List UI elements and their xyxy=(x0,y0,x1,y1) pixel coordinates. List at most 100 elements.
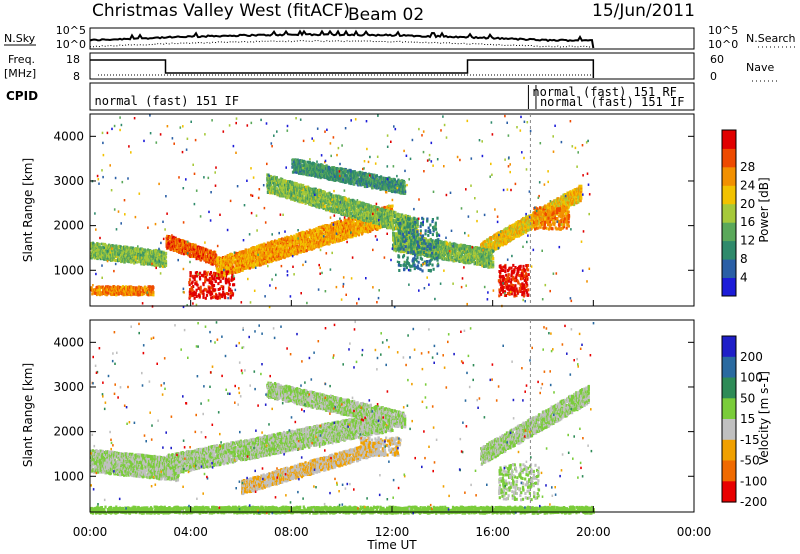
heatmap-cell xyxy=(261,258,264,262)
heatmap-cell xyxy=(130,291,133,294)
heatmap-cell xyxy=(97,242,100,246)
heatmap-cell xyxy=(230,260,233,264)
heatmap-cell xyxy=(154,258,157,262)
heatmap-cell xyxy=(241,252,244,255)
heatmap-cell xyxy=(131,288,134,292)
heatmap-cell xyxy=(250,247,253,251)
heatmap-cell xyxy=(151,249,154,253)
heatmap-cell xyxy=(244,260,247,264)
heatmap-cell xyxy=(173,246,177,250)
heatmap-cell xyxy=(176,242,179,246)
heatmap-cell xyxy=(170,243,173,247)
heatmap-cell xyxy=(230,268,233,272)
heatmap-cell xyxy=(196,251,199,255)
heatmap-cell xyxy=(232,265,235,269)
heatmap-cell xyxy=(121,257,124,261)
noise-left-tick-high: 10^5 xyxy=(56,24,86,37)
heatmap-cell xyxy=(261,260,264,264)
heatmap-cell xyxy=(102,250,105,254)
heatmap-cell xyxy=(223,273,226,277)
heatmap-cell xyxy=(90,288,93,292)
heatmap-cell xyxy=(147,250,150,254)
heatmap-cell xyxy=(234,270,237,274)
heatmap-cell xyxy=(252,248,255,252)
heatmap-cell xyxy=(197,253,200,257)
heatmap-cell xyxy=(115,293,118,297)
heatmap-cell xyxy=(103,256,106,259)
heatmap-cell xyxy=(149,285,153,289)
heatmap-cell xyxy=(150,255,153,259)
heatmap-cell xyxy=(167,241,171,245)
heatmap-cell xyxy=(137,291,140,295)
heatmap-cell xyxy=(102,285,105,289)
heatmap-cell xyxy=(146,248,150,252)
heatmap-cell xyxy=(133,261,136,265)
heatmap-cell xyxy=(103,246,106,250)
heatmap-cell xyxy=(235,251,238,255)
heatmap-cell xyxy=(215,254,218,258)
heatmap-cell xyxy=(119,251,122,255)
heatmap-cell xyxy=(391,204,394,208)
heatmap-cell xyxy=(103,292,106,296)
heatmap-cell xyxy=(192,247,195,251)
heatmap-cell xyxy=(112,244,115,248)
heatmap-cell xyxy=(124,245,127,249)
freq-tick-low: 8 xyxy=(73,70,80,83)
heatmap-cell xyxy=(127,246,130,250)
heatmap-cell xyxy=(160,252,163,256)
heatmap-cell xyxy=(163,257,166,261)
heatmap-cell xyxy=(115,290,118,294)
heatmap-cell xyxy=(231,262,234,266)
heatmap-cell xyxy=(198,254,201,258)
heatmap-cell xyxy=(97,291,100,295)
heatmap-cell xyxy=(91,248,94,252)
heatmap-cell xyxy=(227,267,230,271)
heatmap-cell xyxy=(212,255,215,259)
heatmap-cell xyxy=(179,239,183,243)
heatmap-cell xyxy=(249,259,252,262)
heatmap-cell xyxy=(117,292,120,296)
heatmap-cell xyxy=(166,242,169,246)
heatmap-cell xyxy=(211,254,214,257)
heatmap-cell xyxy=(121,292,124,296)
nave-tick-high: 60 xyxy=(710,53,724,66)
heatmap-cell xyxy=(115,255,118,259)
heatmap-cell xyxy=(178,250,181,254)
heatmap-cell xyxy=(143,288,147,292)
heatmap-cell xyxy=(139,255,142,259)
heatmap-cell xyxy=(223,261,226,265)
heatmap-cell xyxy=(161,265,165,269)
heatmap-cell xyxy=(158,250,162,254)
search-noise-line xyxy=(89,39,592,48)
heatmap-cell xyxy=(196,256,199,260)
heatmap-cell xyxy=(149,293,153,297)
frequency-line xyxy=(90,59,595,78)
heatmap-cell xyxy=(233,260,236,264)
heatmap-cell xyxy=(123,254,126,258)
heatmap-cell xyxy=(245,257,248,261)
heatmap-cell xyxy=(254,264,257,268)
heatmap-cell xyxy=(130,254,133,258)
heatmap-cell xyxy=(101,291,104,295)
heatmap-cell xyxy=(119,250,122,253)
heatmap-cell xyxy=(143,248,147,252)
heatmap-cell xyxy=(176,244,180,248)
heatmap-cell xyxy=(113,258,116,262)
heatmap-cell xyxy=(145,249,148,253)
heatmap-cell xyxy=(252,257,255,261)
heatmap-cell xyxy=(100,247,103,251)
heatmap-cell xyxy=(137,293,140,297)
heatmap-cell xyxy=(238,254,241,258)
heatmap-cell xyxy=(240,262,243,266)
heatmap-cell xyxy=(109,244,112,248)
heatmap-cell xyxy=(214,256,217,260)
heatmap-cell xyxy=(252,253,255,257)
heatmap-cell xyxy=(262,252,265,255)
heatmap-cell xyxy=(187,249,190,253)
heatmap-cell xyxy=(244,263,247,267)
heatmap-cell xyxy=(187,247,190,251)
heatmap-cell xyxy=(154,248,157,252)
heatmap-cell xyxy=(226,264,229,268)
heatmap-cell xyxy=(262,249,265,253)
